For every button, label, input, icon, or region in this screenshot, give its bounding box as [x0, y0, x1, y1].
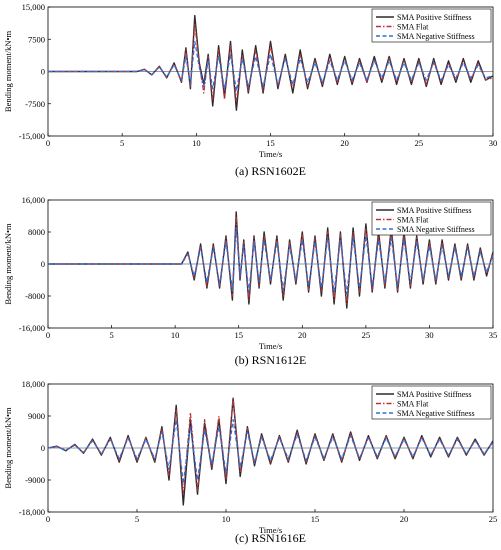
y-tick-label: 9000 — [28, 411, 45, 421]
y-tick-label: 7500 — [28, 34, 45, 44]
y-tick-label: -18,000 — [19, 507, 45, 517]
y-tick-label: -15,000 — [19, 131, 45, 141]
x-tick-label: 25 — [415, 138, 424, 148]
y-tick-label: 15,000 — [22, 2, 45, 12]
y-tick-label: 0 — [41, 259, 45, 269]
x-tick-label: 0 — [46, 330, 50, 340]
legend-label-positive: SMA Positive Stiffness — [397, 13, 472, 22]
chart-panel-2: 0 5 10 15 20 25 30 35 -16,000 -8000 0 8000 16,000 Tim… — [3, 195, 497, 367]
legend-label-flat: SMA Flat — [397, 399, 429, 408]
x-tick-label: 15 — [234, 330, 243, 340]
x-tick-label: 5 — [135, 514, 139, 524]
series-line-negative — [47, 418, 494, 485]
chart-panel-3: 0 5 10 15 20 25 -18,000 -9000 0 9000 18,000 Time/s B… — [3, 379, 497, 545]
y-axis-label: Bending moment/kN•m — [3, 407, 13, 489]
legend-label-negative: SMA Negative Stiffness — [397, 32, 475, 41]
panel-caption: (a) RSN1602E — [235, 164, 306, 178]
x-tick-label: 10 — [222, 514, 231, 524]
y-tick-label: -16,000 — [19, 323, 45, 333]
x-tick-label: 25 — [362, 330, 371, 340]
y-tick-label: 16,000 — [22, 195, 45, 205]
legend-label-positive: SMA Positive Stiffness — [397, 390, 472, 399]
x-tick-label: 10 — [192, 138, 201, 148]
x-tick-label: 10 — [171, 330, 180, 340]
x-axis-label: Time/s — [259, 341, 282, 351]
x-tick-label: 35 — [489, 330, 498, 340]
legend-label-flat: SMA Flat — [397, 215, 429, 224]
legend-label-flat: SMA Flat — [397, 22, 429, 31]
y-tick-label: 0 — [41, 67, 45, 77]
y-tick-label: 18,000 — [22, 379, 45, 389]
y-tick-label: 0 — [41, 443, 45, 453]
x-tick-label: 0 — [46, 514, 50, 524]
x-tick-label: 15 — [311, 514, 320, 524]
x-axis-label: Time/s — [259, 525, 282, 535]
x-axis-label: Time/s — [259, 149, 282, 159]
x-tick-label: 20 — [340, 138, 349, 148]
y-tick-label: -9000 — [25, 475, 45, 485]
x-tick-label: 5 — [120, 138, 124, 148]
x-tick-label: 20 — [400, 514, 409, 524]
chart-panel-1: 0 5 10 15 20 25 30 -15,000 -7500 0 7500 15,000 Time/… — [3, 2, 497, 178]
y-tick-label: 8000 — [28, 227, 45, 237]
series-line-flat — [48, 23, 494, 103]
x-tick-label: 20 — [298, 330, 307, 340]
y-axis-label: Bending moment/kN•m — [3, 223, 13, 305]
legend-label-positive: SMA Positive Stiffness — [397, 206, 472, 215]
series-line-positive — [48, 211, 494, 309]
legend-label-negative: SMA Negative Stiffness — [397, 225, 475, 234]
series-line-negative — [48, 227, 494, 295]
y-axis-label: Bending moment/kN•m — [3, 31, 13, 113]
x-tick-label: 0 — [46, 138, 50, 148]
panel-caption: (b) RSN1612E — [235, 353, 307, 367]
x-tick-label: 30 — [425, 330, 434, 340]
x-tick-label: 5 — [109, 330, 113, 340]
legend-label-negative: SMA Negative Stiffness — [397, 409, 475, 418]
x-tick-label: 15 — [266, 138, 275, 148]
x-tick-label: 30 — [489, 138, 498, 148]
y-tick-label: -8000 — [25, 291, 45, 301]
y-tick-label: -7500 — [25, 99, 45, 109]
x-tick-label: 25 — [489, 514, 498, 524]
panel-caption: (c) RSN1616E — [235, 531, 306, 545]
